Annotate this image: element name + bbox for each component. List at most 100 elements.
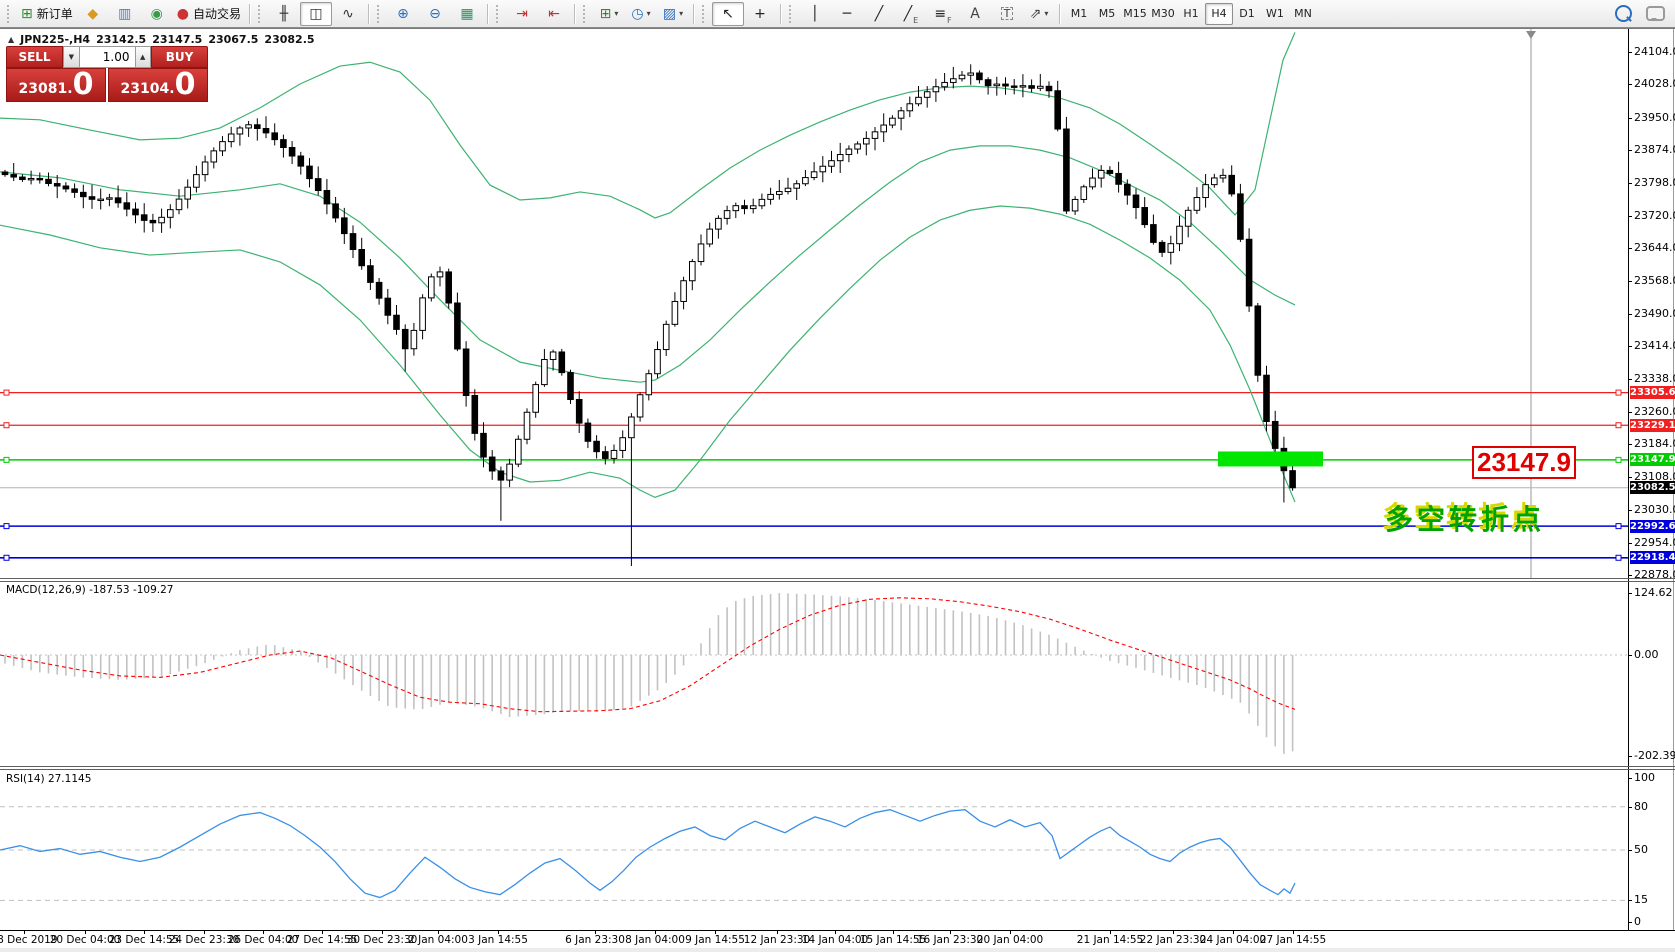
chevron-down-icon[interactable]: ▾	[614, 8, 619, 18]
price-axis-tickmark	[1628, 182, 1632, 184]
timeframe-m5-button[interactable]: M5	[1098, 7, 1116, 20]
time-axis-tickmark	[1293, 930, 1294, 934]
line-handle[interactable]	[1615, 389, 1622, 396]
zoom-in-icon: ⊕	[397, 5, 409, 22]
line-handle[interactable]	[1615, 554, 1622, 561]
cn-annotation-text[interactable]: 多空转折点	[1385, 503, 1546, 536]
volume-input[interactable]	[79, 46, 135, 68]
arrows-icon: ⇗	[1029, 5, 1042, 22]
line-handle[interactable]	[3, 389, 10, 396]
arrows-button[interactable]: ⇗ ▾	[1023, 2, 1055, 26]
line-handle[interactable]	[1615, 422, 1622, 429]
price-axis-tickmark	[1628, 444, 1632, 446]
price-axis-label: 23644.0	[1634, 241, 1675, 255]
timeframe-h4-button[interactable]: H4	[1204, 2, 1233, 25]
vertical-line-button[interactable]: │	[799, 2, 831, 26]
main-chart-panel[interactable]	[0, 29, 1628, 578]
line-handle[interactable]	[1615, 523, 1622, 530]
metaeditor-button[interactable]: ◆	[77, 2, 109, 26]
price-level-badge: 23305.6	[1630, 386, 1675, 400]
collapse-arrow-icon[interactable]: ▲	[8, 35, 15, 44]
market-depth-button[interactable]: ▥	[109, 2, 141, 26]
sell-price: 23081.	[18, 81, 73, 97]
price-axis-tickmark	[1628, 378, 1632, 380]
horizontal-line-button[interactable]: ─	[831, 2, 863, 26]
buy-price-button[interactable]: 23104. 0	[108, 68, 208, 102]
cursor-button[interactable]: ↖	[711, 1, 744, 26]
hline-23147.9[interactable]	[0, 456, 1628, 463]
price-axis-tickmark	[1628, 248, 1632, 250]
time-axis-tickmark	[85, 930, 86, 934]
buy-button[interactable]: BUY	[150, 46, 208, 68]
volume-down-button[interactable]: ▼	[63, 46, 80, 68]
rsi-axis-label: 15	[1634, 893, 1648, 907]
time-axis-tickmark	[382, 930, 383, 934]
macd-panel[interactable]	[0, 593, 1628, 754]
time-axis-tickmark	[263, 930, 264, 934]
timeframe-w1-button[interactable]: W1	[1266, 7, 1284, 20]
timeframe-m30-button[interactable]: M30	[1151, 7, 1175, 20]
green-highlight-rectangle[interactable]	[1218, 451, 1323, 467]
time-axis-label: 14 Jan 04:00	[801, 934, 869, 946]
tile-windows-button[interactable]: ▦	[451, 2, 483, 26]
zoom-in-button[interactable]: ⊕	[387, 2, 419, 26]
price-level-badge: 22992.6	[1630, 519, 1675, 533]
new-chart-button[interactable]: ⊞ ▾	[593, 2, 625, 26]
templates-button[interactable]: ▨ ▾	[657, 2, 689, 26]
price-callout-box[interactable]: 23147.9	[1472, 446, 1576, 479]
hline-22918.4[interactable]	[0, 554, 1628, 561]
line-handle[interactable]	[3, 523, 10, 530]
price-axis-label: 24028.0	[1634, 77, 1675, 91]
sell-price-button[interactable]: 23081. 0	[6, 68, 106, 102]
fibonacci-button[interactable]: ≡ F	[934, 5, 952, 25]
line-chart-button[interactable]: ∿	[332, 2, 364, 26]
auto-scroll-button[interactable]: ⇥	[506, 2, 538, 26]
volume-up-button[interactable]: ▲	[134, 46, 151, 68]
timeframe-m15-button[interactable]: M15	[1123, 7, 1147, 20]
line-handle[interactable]	[3, 554, 10, 561]
toolbar: ⊞ 新订单 ◆ ▥ ◉ ● 自动交易 ╫ ◫ ∿ ⊕ ⊖ ▦ ⇥ ⇤ ⊞ ▾ ◷ ▾ ▨ ▾ ↖ + │ ─ ╱ ╱ E ≡ F A T ⇗ ▾ M…	[0, 0, 1675, 28]
text-button[interactable]: A	[959, 2, 991, 26]
sell-button[interactable]: SELL	[6, 46, 64, 68]
equidistant-channel-button[interactable]: ╱ E	[903, 5, 919, 25]
hline-23305.6[interactable]	[0, 389, 1628, 396]
timeframe-h1-button[interactable]: H1	[1183, 7, 1199, 20]
hline-22992.6[interactable]	[0, 523, 1628, 530]
candlestick-chart-button[interactable]: ◫	[299, 1, 332, 26]
line-handle[interactable]	[3, 422, 10, 429]
timeframe-d1-button[interactable]: D1	[1239, 7, 1255, 20]
timeframe-mn-button[interactable]: MN	[1294, 7, 1312, 20]
chart-shift-button[interactable]: ⇤	[538, 2, 570, 26]
zoom-out-button[interactable]: ⊖	[419, 2, 451, 26]
autotrading-button[interactable]: ● 自动交易	[176, 5, 241, 22]
hline-23229.1[interactable]	[0, 422, 1628, 429]
price-axis-label: 23108.0	[1634, 469, 1675, 483]
periods-button[interactable]: ◷ ▾	[625, 2, 657, 26]
chart-shift-marker-icon[interactable]	[1526, 31, 1536, 39]
price-axis-label: 23950.0	[1634, 110, 1675, 124]
rsi-axis-tickmark	[1628, 778, 1632, 779]
data-window-button[interactable]: ◉	[141, 2, 173, 26]
time-axis-label: 15 Jan 14:55	[859, 934, 927, 946]
new-order-button[interactable]: ⊞ 新订单	[21, 5, 73, 22]
chevron-down-icon[interactable]: ▾	[679, 8, 684, 18]
line-handle[interactable]	[1615, 456, 1622, 463]
bb-upper-line	[0, 32, 1296, 219]
chat-button[interactable]	[1639, 2, 1671, 26]
line-handle[interactable]	[3, 456, 10, 463]
label-button[interactable]: T	[991, 2, 1023, 26]
price-axis-tickmark	[1628, 117, 1632, 119]
search-button[interactable]	[1607, 2, 1639, 26]
time-axis-tickmark	[893, 930, 894, 934]
trendline-button[interactable]: ╱	[863, 2, 895, 26]
rsi-panel[interactable]	[0, 806, 1628, 901]
ohlc-open: 23142.5	[96, 33, 147, 46]
chevron-down-icon[interactable]: ▾	[646, 8, 651, 18]
bar-chart-button[interactable]: ╫	[268, 2, 300, 26]
time-axis-label: 6 Jan 23:30	[565, 934, 625, 946]
chevron-down-icon[interactable]: ▾	[1044, 8, 1049, 18]
time-axis-label: 20 Dec 04:00	[49, 934, 121, 946]
crosshair-button[interactable]: +	[744, 2, 776, 26]
timeframe-m1-button[interactable]: M1	[1070, 7, 1088, 20]
